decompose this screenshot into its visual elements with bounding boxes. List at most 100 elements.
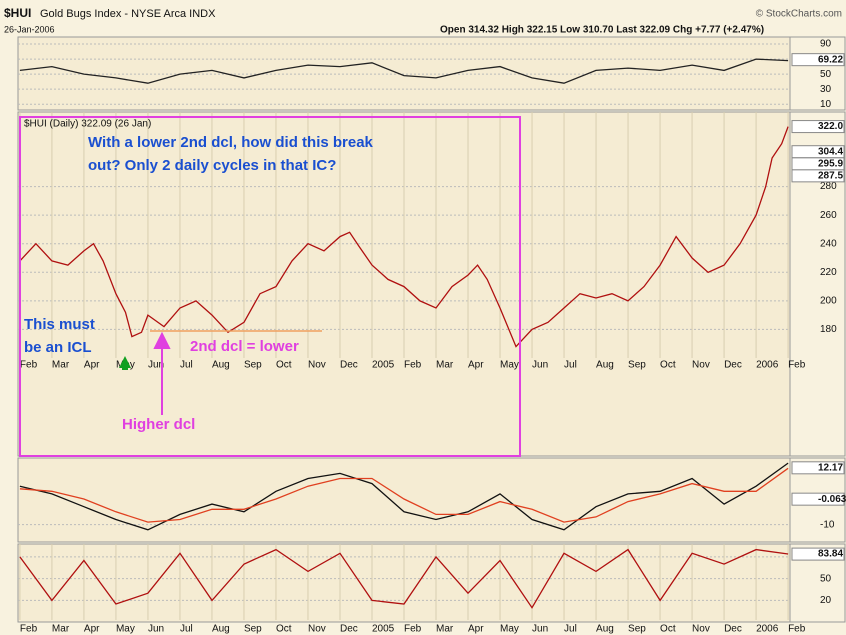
plots: 103050709069.22180200220240260280FebMarA… bbox=[17, 36, 846, 635]
x-tick-label: Nov bbox=[692, 360, 710, 371]
x-tick-label: May bbox=[116, 624, 135, 635]
value-label: 12.17 bbox=[818, 462, 843, 473]
x-tick-label: Feb bbox=[20, 360, 38, 371]
symbol: $HUI bbox=[4, 6, 31, 20]
x-tick-label: Feb bbox=[788, 360, 806, 371]
x-tick-label: Dec bbox=[340, 624, 358, 635]
x-tick-label: Oct bbox=[660, 360, 676, 371]
x-tick-label: Apr bbox=[468, 360, 484, 371]
x-tick-label: Aug bbox=[596, 360, 614, 371]
series-line bbox=[19, 467, 789, 523]
x-tick-label: Dec bbox=[724, 624, 742, 635]
annotation: With a lower 2nd dcl, how did this break bbox=[88, 134, 374, 151]
x-tick-label: Oct bbox=[276, 624, 292, 635]
x-tick-label: Mar bbox=[52, 360, 70, 371]
index-name: Gold Bugs Index - NYSE Arca INDX bbox=[40, 8, 216, 20]
value-box bbox=[791, 53, 845, 67]
value-label: 322.0 bbox=[818, 121, 843, 132]
value-label: 295.9 bbox=[818, 158, 843, 169]
y-tick-label: -10 bbox=[820, 519, 835, 530]
value-box bbox=[791, 169, 845, 183]
y-tick-label: 50 bbox=[820, 69, 832, 80]
x-tick-label: Nov bbox=[692, 624, 710, 635]
panel bbox=[17, 36, 791, 111]
value-box bbox=[791, 120, 845, 134]
y-tick-label: 200 bbox=[820, 295, 837, 306]
x-tick-label: Jun bbox=[148, 624, 164, 635]
source: © StockCharts.com bbox=[756, 9, 842, 20]
x-tick-label: 2005 bbox=[372, 360, 395, 371]
date: 26-Jan-2006 bbox=[4, 24, 55, 34]
y-tick-label: 90 bbox=[820, 39, 832, 50]
annotation-box bbox=[19, 116, 521, 457]
x-tick-label: Aug bbox=[212, 360, 230, 371]
quote: Open 314.32 High 322.15 Low 310.70 Last … bbox=[440, 25, 764, 36]
x-tick-label: Dec bbox=[724, 360, 742, 371]
value-label: -0.063 bbox=[818, 494, 846, 505]
x-tick-label: Jun bbox=[532, 624, 548, 635]
x-tick-label: Jul bbox=[564, 624, 577, 635]
x-tick-label: Feb bbox=[404, 624, 422, 635]
x-tick-label: Jul bbox=[180, 624, 193, 635]
x-tick-label: Apr bbox=[84, 360, 100, 371]
x-tick-label: Nov bbox=[308, 360, 326, 371]
series-line bbox=[19, 58, 789, 84]
arrow bbox=[119, 356, 131, 370]
x-tick-label: 2005 bbox=[372, 624, 395, 635]
value-label: 83.84 bbox=[818, 549, 843, 560]
series-line bbox=[19, 126, 789, 348]
x-tick-label: 2006 bbox=[756, 360, 779, 371]
x-tick-label: Jul bbox=[180, 360, 193, 371]
y-tick-label: 30 bbox=[820, 84, 832, 95]
value-label: 304.4 bbox=[818, 146, 843, 157]
y-tick-label: 10 bbox=[820, 99, 832, 110]
x-tick-label: Jun bbox=[148, 360, 164, 371]
x-tick-label: Feb bbox=[788, 624, 806, 635]
y-tick-label: 20 bbox=[820, 595, 832, 606]
annotation: 2nd dcl = lower bbox=[190, 338, 299, 355]
panel bbox=[17, 457, 791, 543]
value-box bbox=[791, 492, 845, 506]
x-tick-label: 2006 bbox=[756, 624, 779, 635]
x-tick-label: Apr bbox=[468, 624, 484, 635]
x-tick-label: Feb bbox=[404, 360, 422, 371]
x-tick-label: Feb bbox=[20, 624, 38, 635]
series-line bbox=[19, 548, 789, 609]
series-line bbox=[19, 462, 789, 531]
value-label: 69.22 bbox=[818, 54, 843, 65]
y-tick-label: 240 bbox=[820, 238, 837, 249]
x-tick-label: Jul bbox=[564, 360, 577, 371]
x-tick-label: Mar bbox=[436, 360, 454, 371]
x-tick-label: Sep bbox=[244, 360, 262, 371]
x-tick-label: Sep bbox=[628, 360, 646, 371]
annotation: This must bbox=[24, 316, 95, 333]
x-tick-label: Sep bbox=[244, 624, 262, 635]
arrow bbox=[153, 331, 171, 415]
x-tick-label: Oct bbox=[276, 360, 292, 371]
x-tick-label: Aug bbox=[596, 624, 614, 635]
axis-panel bbox=[789, 36, 846, 111]
value-box bbox=[791, 547, 845, 561]
x-tick-label: Mar bbox=[436, 624, 454, 635]
value-box bbox=[791, 461, 845, 475]
y-tick-label: 220 bbox=[820, 267, 837, 278]
x-tick-label: Aug bbox=[212, 624, 230, 635]
annotation: be an ICL bbox=[24, 339, 92, 356]
x-tick-label: Jun bbox=[532, 360, 548, 371]
value-label: 287.5 bbox=[818, 170, 843, 181]
x-tick-label: Sep bbox=[628, 624, 646, 635]
y-tick-label: 180 bbox=[820, 324, 837, 335]
x-tick-label: Mar bbox=[52, 624, 70, 635]
x-tick-label: Dec bbox=[340, 360, 358, 371]
x-tick-label: Oct bbox=[660, 624, 676, 635]
legend: $HUI (Daily) 322.09 (26 Jan) bbox=[24, 119, 151, 130]
annotation: Higher dcl bbox=[122, 416, 195, 433]
x-tick-label: May bbox=[500, 624, 519, 635]
annotation: out? Only 2 daily cycles in that IC? bbox=[88, 157, 336, 174]
y-tick-label: 260 bbox=[820, 210, 837, 221]
y-tick-label: 280 bbox=[820, 181, 837, 192]
x-tick-label: Apr bbox=[84, 624, 100, 635]
x-tick-label: Nov bbox=[308, 624, 326, 635]
x-tick-label: May bbox=[500, 360, 519, 371]
